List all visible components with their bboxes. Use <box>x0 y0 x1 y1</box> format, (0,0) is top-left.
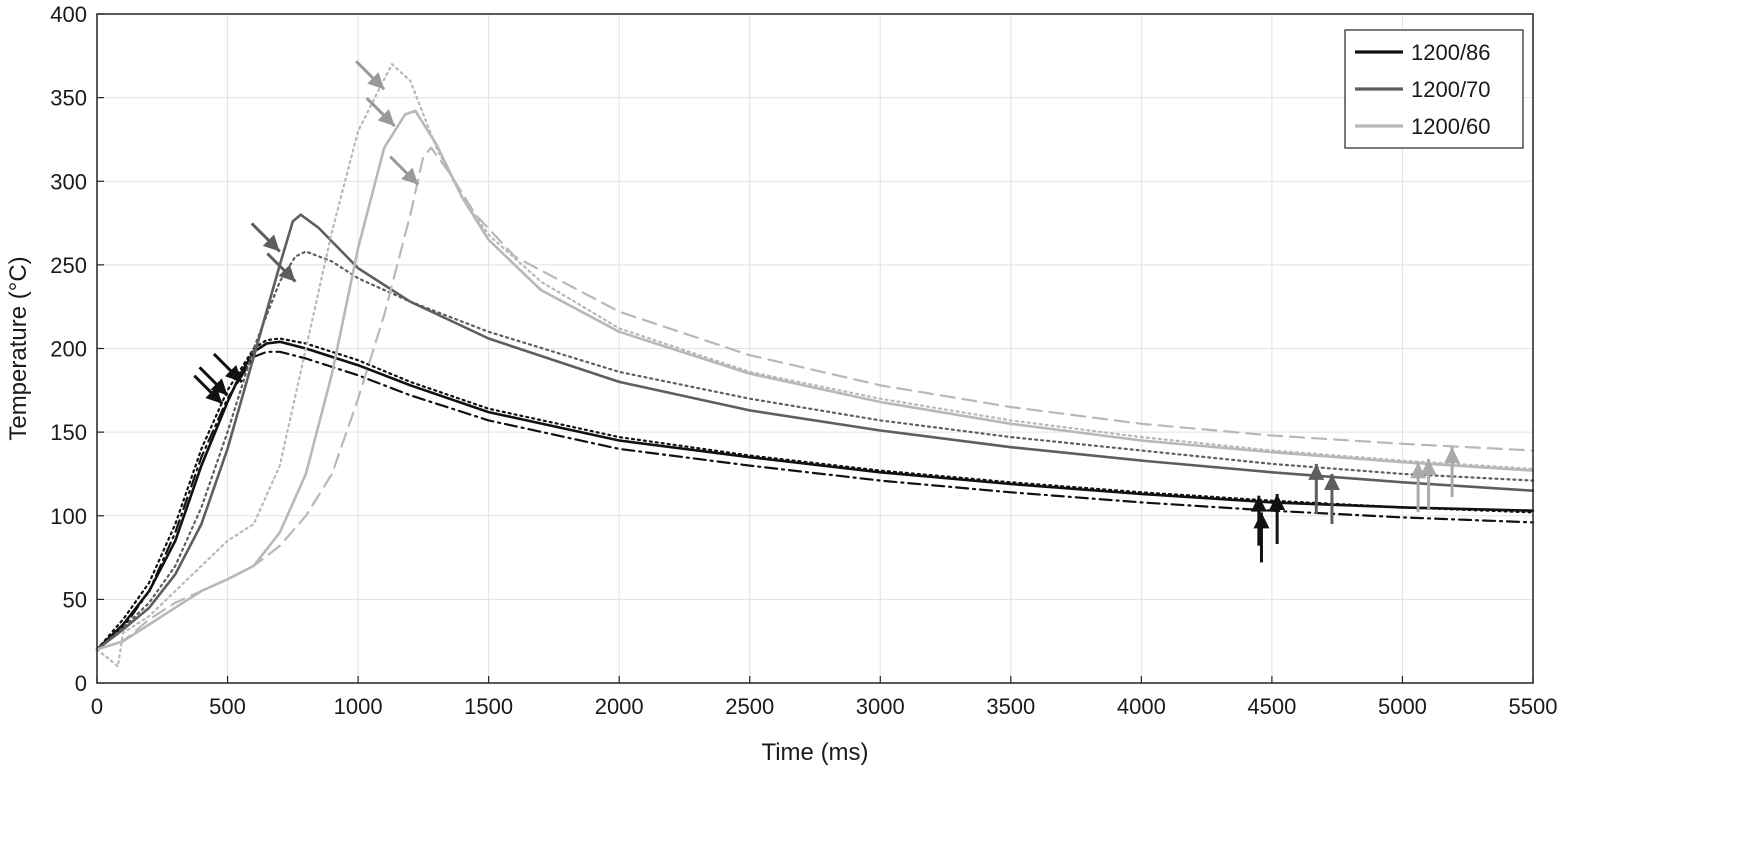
x-axis-ticks: 0 500 1000 1500 2000 2500 3000 3500 4000 4500 5000… <box>91 676 1558 719</box>
x-tick-label: 4500 <box>1247 694 1296 719</box>
annotation-arrow <box>250 222 281 253</box>
annotation-arrow <box>389 155 420 186</box>
series-line <box>95 350 1535 651</box>
y-tick-label: 250 <box>50 253 87 278</box>
annotation-arrow <box>212 352 243 384</box>
y-tick-label: 400 <box>50 2 87 27</box>
y-tick-label: 0 <box>75 671 87 696</box>
series-line <box>95 109 1535 651</box>
legend-label: 1200/86 <box>1411 40 1491 65</box>
y-tick-label: 300 <box>50 169 87 194</box>
series-line <box>95 213 1535 651</box>
x-tick-label: 0 <box>91 694 103 719</box>
annotation-arrow <box>365 96 396 128</box>
series-line <box>95 63 1535 668</box>
annotation-arrow <box>1253 512 1270 563</box>
annotation-arrow <box>1308 463 1325 514</box>
y-tick-label: 150 <box>50 420 87 445</box>
legend-label: 1200/70 <box>1411 77 1491 102</box>
series-layer <box>95 63 1535 668</box>
x-tick-label: 3000 <box>856 694 905 719</box>
annotation-arrow <box>1420 458 1437 509</box>
annotation-arrows <box>193 60 1461 563</box>
series-line <box>95 250 1535 651</box>
y-tick-label: 350 <box>50 86 87 111</box>
y-tick-label: 50 <box>63 587 87 612</box>
series-line <box>95 146 1535 651</box>
x-tick-label: 2000 <box>595 694 644 719</box>
x-tick-label: 2500 <box>725 694 774 719</box>
x-tick-label: 5500 <box>1509 694 1558 719</box>
x-tick-label: 4000 <box>1117 694 1166 719</box>
series-line <box>95 337 1535 651</box>
series-line <box>95 340 1535 651</box>
x-tick-label: 3500 <box>986 694 1035 719</box>
annotation-arrow <box>1269 494 1286 545</box>
x-tick-label: 1000 <box>334 694 383 719</box>
annotation-arrow <box>198 366 229 397</box>
x-axis-label: Time (ms) <box>761 739 868 766</box>
x-tick-label: 5000 <box>1378 694 1427 719</box>
y-tick-label: 200 <box>50 337 87 362</box>
annotation-arrow <box>266 252 297 283</box>
annotation-arrow <box>1323 473 1340 524</box>
legend: 1200/86 1200/70 1200/60 <box>1344 29 1524 149</box>
y-axis-ticks: 0 50 100 150 200 250 300 350 400 <box>50 2 104 696</box>
y-tick-label: 100 <box>50 504 87 529</box>
annotation-arrow <box>355 60 386 91</box>
y-axis-label: Temperature (°C) <box>5 256 32 440</box>
grid-lines <box>96 13 1534 684</box>
annotation-arrow <box>1444 447 1461 498</box>
x-tick-label: 1500 <box>464 694 513 719</box>
x-tick-label: 500 <box>209 694 246 719</box>
legend-label: 1200/60 <box>1411 114 1491 139</box>
